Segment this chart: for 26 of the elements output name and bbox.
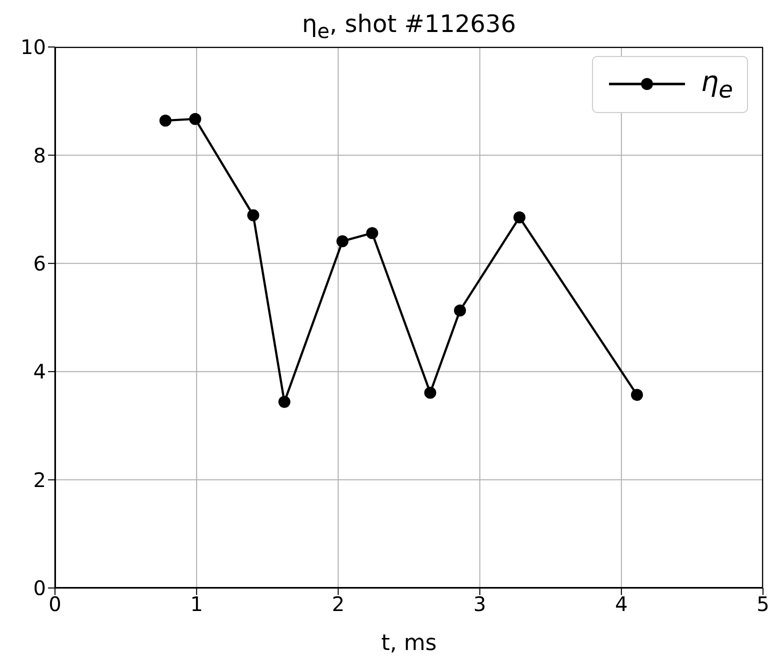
y-tick-label: 10 bbox=[20, 35, 46, 60]
legend-label: η$_{e}$ bbox=[700, 65, 733, 104]
x-tick-label: 0 bbox=[48, 592, 62, 616]
point bbox=[159, 114, 172, 127]
point bbox=[454, 304, 466, 316]
x-tick-label: 2 bbox=[332, 592, 345, 616]
x-tick-label: 4 bbox=[615, 592, 628, 616]
point bbox=[278, 396, 290, 408]
point bbox=[366, 227, 378, 240]
y-tick-label: 0 bbox=[33, 576, 46, 600]
point bbox=[630, 388, 643, 401]
y-tick-label: 6 bbox=[33, 252, 46, 276]
x-axis-title: t, ms bbox=[381, 631, 437, 656]
y-tick-label: 8 bbox=[33, 143, 46, 168]
point bbox=[189, 112, 202, 125]
legend-box: η$_{e}$ bbox=[592, 56, 748, 113]
x-tick-label: 1 bbox=[190, 592, 203, 616]
point bbox=[513, 211, 526, 224]
y-tick-label: 2 bbox=[33, 468, 46, 492]
x-tick-label: 5 bbox=[756, 592, 770, 616]
point bbox=[424, 386, 436, 399]
chart-title: η$_{e}$, shot #112636 bbox=[302, 10, 516, 43]
point bbox=[336, 235, 348, 248]
x-tick-label: 3 bbox=[473, 592, 486, 616]
y-tick-label: 4 bbox=[33, 360, 46, 384]
point bbox=[247, 209, 260, 222]
